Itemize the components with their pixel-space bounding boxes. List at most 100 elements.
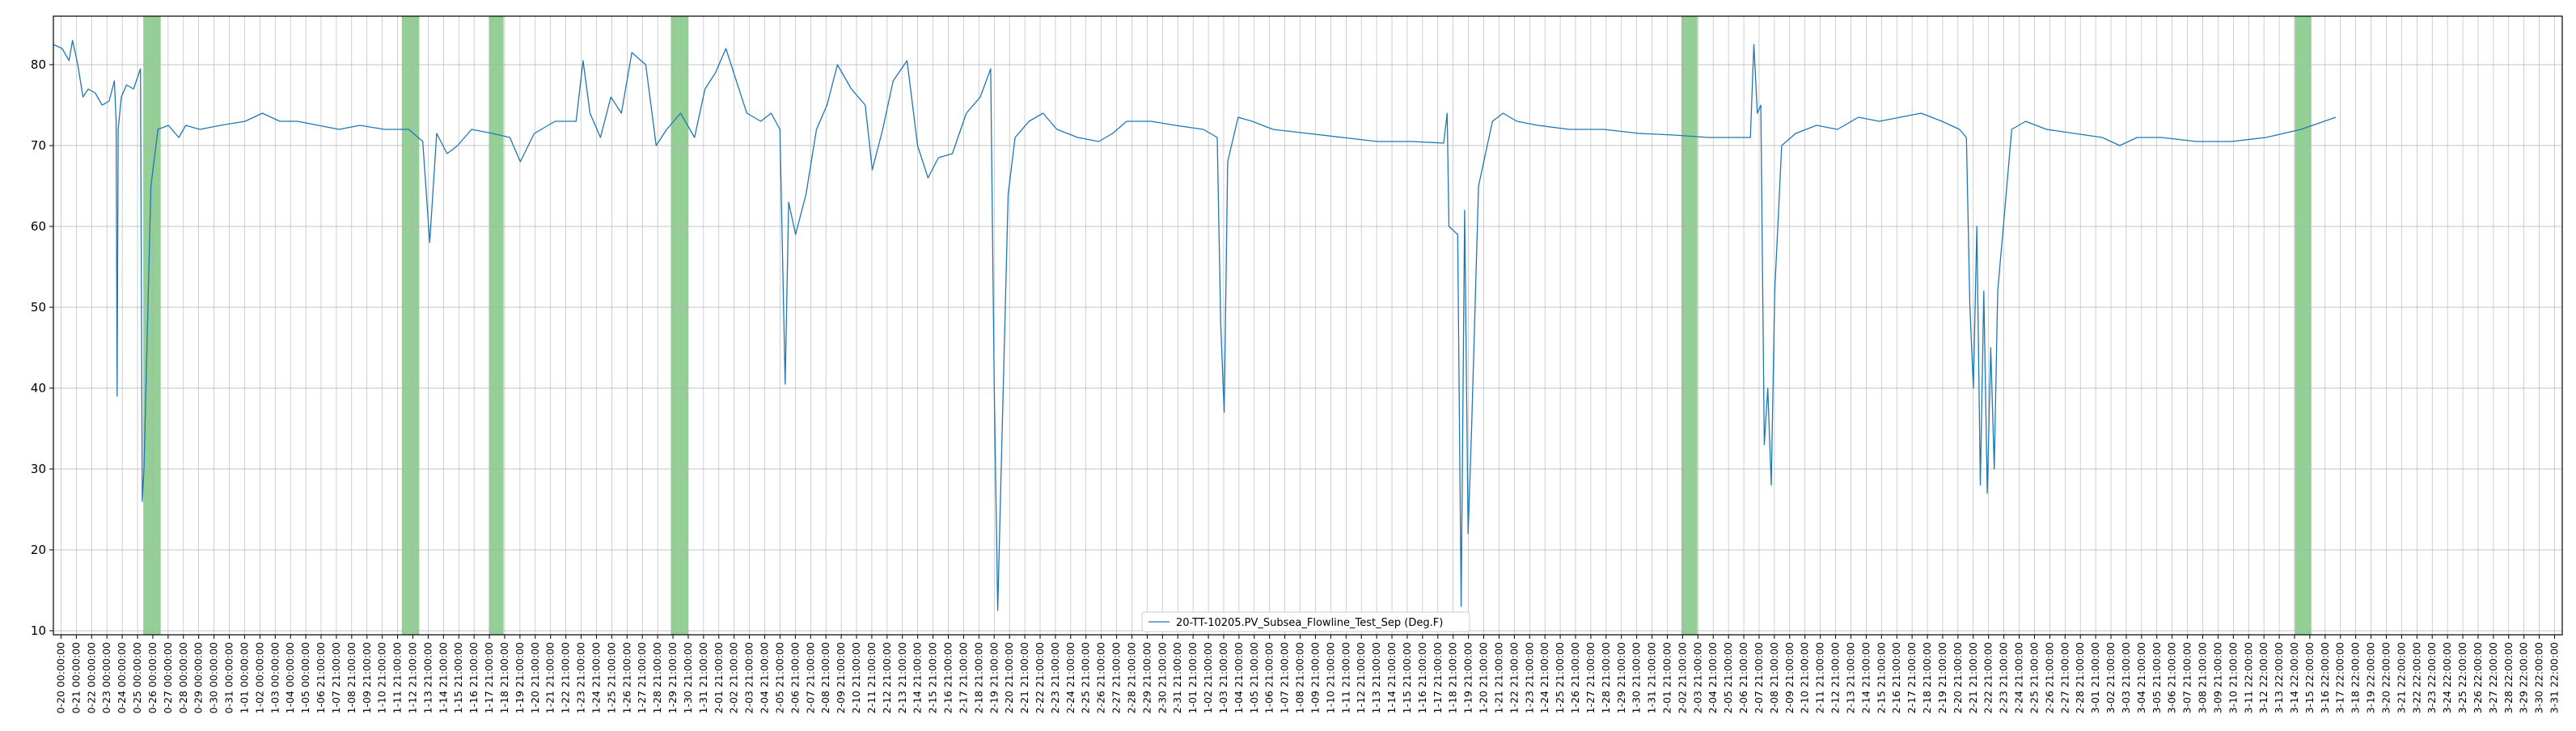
x-tick-label: 2-23 21:00:00: [1998, 642, 2010, 714]
x-tick-label: 3-19 22:00:00: [2365, 642, 2377, 714]
x-tick-label: 1-01 00:00:00: [238, 642, 250, 714]
x-tick-label: 2-27 21:00:00: [2058, 642, 2071, 714]
x-tick-label: 1-14 21:00:00: [1385, 642, 1398, 714]
x-tick-label: 1-28 21:00:00: [651, 642, 663, 714]
x-tick-label: 1-15 21:00:00: [1401, 642, 1413, 714]
x-tick-label: 1-02 21:00:00: [1202, 642, 1214, 714]
x-tick-label: 1-11 21:00:00: [391, 642, 404, 714]
x-tick-label: 2-15 21:00:00: [1875, 642, 1887, 714]
x-tick-label: 2-25 21:00:00: [2028, 642, 2040, 714]
x-tick-label: 0-21 00:00:00: [70, 642, 82, 714]
x-gridlines: [61, 16, 2555, 635]
x-tick-label: 3-30 22:00:00: [2533, 642, 2545, 714]
x-tick-label: 1-06 21:00:00: [1263, 642, 1275, 714]
x-tick-label: 2-14 21:00:00: [1859, 642, 1872, 714]
x-tick-label: 1-24 21:00:00: [590, 642, 602, 714]
highlight-band: [143, 16, 161, 635]
x-tick-label: 1-17 21:00:00: [483, 642, 495, 714]
x-tick-label: 1-23 21:00:00: [575, 642, 587, 714]
x-tick-label: 0-23 00:00:00: [100, 642, 112, 714]
x-tick-label: 2-11 21:00:00: [865, 642, 878, 714]
x-tick-label: 2-20 21:00:00: [1003, 642, 1015, 714]
x-tick-label: 3-31 22:00:00: [2549, 642, 2561, 714]
x-tick-label: 1-09 21:00:00: [1309, 642, 1321, 714]
x-tick-label: 3-21 22:00:00: [2395, 642, 2407, 714]
x-tick-label: 1-09 21:00:00: [361, 642, 373, 714]
x-tick-label: 2-11 21:00:00: [1814, 642, 1826, 714]
x-tick-label: 2-01 21:00:00: [1660, 642, 1673, 714]
x-tick-label: 1-18 21:00:00: [1447, 642, 1459, 714]
y-tick-label: 80: [31, 57, 46, 72]
x-tick-label: 1-05 21:00:00: [1248, 642, 1260, 714]
x-tick-label: 1-25 21:00:00: [605, 642, 617, 714]
x-tick-label: 2-22 21:00:00: [1982, 642, 1994, 714]
x-tick-label: 3-16 22:00:00: [2319, 642, 2331, 714]
x-tick-label: 2-01 21:00:00: [713, 642, 725, 714]
x-tick-label: 1-12 21:00:00: [406, 642, 418, 714]
x-tick-label: 2-23 21:00:00: [1049, 642, 1061, 714]
x-tick-label: 1-02 00:00:00: [253, 642, 265, 714]
x-tick-label: 1-06 21:00:00: [315, 642, 327, 714]
x-tick-label: 2-26 21:00:00: [2043, 642, 2055, 714]
x-tick-label: 2-04 21:00:00: [759, 642, 771, 714]
x-tick-label: 1-23 21:00:00: [1523, 642, 1535, 714]
x-tick-label: 3-11 22:00:00: [2242, 642, 2254, 714]
x-tick-label: 0-20 00:00:00: [54, 642, 66, 714]
highlight-band: [1681, 16, 1698, 635]
x-tick-label: 2-03 21:00:00: [743, 642, 755, 714]
x-tick-label: 2-10 21:00:00: [1799, 642, 1811, 714]
series-line: [53, 40, 2337, 611]
x-tick-label: 3-01 21:00:00: [2089, 642, 2101, 714]
x-tick-label: 3-26 22:00:00: [2472, 642, 2484, 714]
x-tick-label: 3-12 22:00:00: [2257, 642, 2269, 714]
highlight-band: [489, 16, 504, 635]
x-tick-label: 2-05 21:00:00: [773, 642, 785, 714]
x-tick-label: 1-27 21:00:00: [636, 642, 648, 714]
x-tick-label: 3-13 22:00:00: [2273, 642, 2285, 714]
x-tick-label: 0-29 00:00:00: [192, 642, 205, 714]
x-tick-label: 2-13 21:00:00: [1844, 642, 1856, 714]
x-tick-label: 3-25 22:00:00: [2456, 642, 2468, 714]
x-tick-label: 1-29 21:00:00: [666, 642, 679, 714]
x-tick-label: 2-19 21:00:00: [988, 642, 1000, 714]
x-tick-label: 2-17 21:00:00: [1906, 642, 1918, 714]
x-tick-label: 0-31 00:00:00: [223, 642, 235, 714]
x-tick-label: 2-24 21:00:00: [1064, 642, 1077, 714]
x-tick-label: 0-28 00:00:00: [177, 642, 189, 714]
highlight-band: [670, 16, 688, 635]
x-tick-label: 1-29 21:00:00: [1615, 642, 1627, 714]
x-tick-label: 2-16 21:00:00: [1890, 642, 1902, 714]
x-tick-label: 2-10 21:00:00: [850, 642, 862, 714]
x-tick-label: 1-19 21:00:00: [1462, 642, 1474, 714]
y-tick-label: 30: [31, 462, 46, 476]
y-tick-label: 60: [31, 219, 46, 234]
x-tick-label: 3-27 22:00:00: [2487, 642, 2499, 714]
x-tick-label: 1-31 21:00:00: [1646, 642, 1658, 714]
x-tick-label: 2-28 21:00:00: [2074, 642, 2086, 714]
x-tick-label: 0-24 00:00:00: [116, 642, 128, 714]
x-tick-label: 2-12 21:00:00: [1829, 642, 1842, 714]
x-tick-label: 2-16 21:00:00: [942, 642, 954, 714]
x-tick-label: 1-11 21:00:00: [1339, 642, 1351, 714]
x-tick-label: 1-10 21:00:00: [1324, 642, 1336, 714]
x-tick-label: 1-20 21:00:00: [1478, 642, 1490, 714]
x-tick-label: 2-25 21:00:00: [1080, 642, 1092, 714]
x-tick-label: 0-26 00:00:00: [146, 642, 159, 714]
x-tick-label: 2-20 21:00:00: [1952, 642, 1964, 714]
highlight-band: [2295, 16, 2312, 635]
x-tick-label: 3-08 21:00:00: [2197, 642, 2209, 714]
x-tick-label: 3-10 21:00:00: [2227, 642, 2239, 714]
y-tick-label: 50: [31, 300, 46, 315]
x-tick-label: 1-16 21:00:00: [1416, 642, 1428, 714]
x-tick-label: 2-14 21:00:00: [912, 642, 924, 714]
x-tick-label: 1-14 21:00:00: [437, 642, 449, 714]
x-tick-label: 2-09 21:00:00: [1783, 642, 1796, 714]
x-tick-label: 1-10 21:00:00: [376, 642, 388, 714]
x-tick-label: 2-21 21:00:00: [1018, 642, 1030, 714]
x-tick-label: 2-09 21:00:00: [835, 642, 847, 714]
x-tick-label: 3-15 22:00:00: [2303, 642, 2316, 714]
legend-label: 20-TT-10205.PV_Subsea_Flowline_Test_Sep …: [1176, 617, 1443, 629]
x-tick-label: 2-03 21:00:00: [1691, 642, 1703, 714]
